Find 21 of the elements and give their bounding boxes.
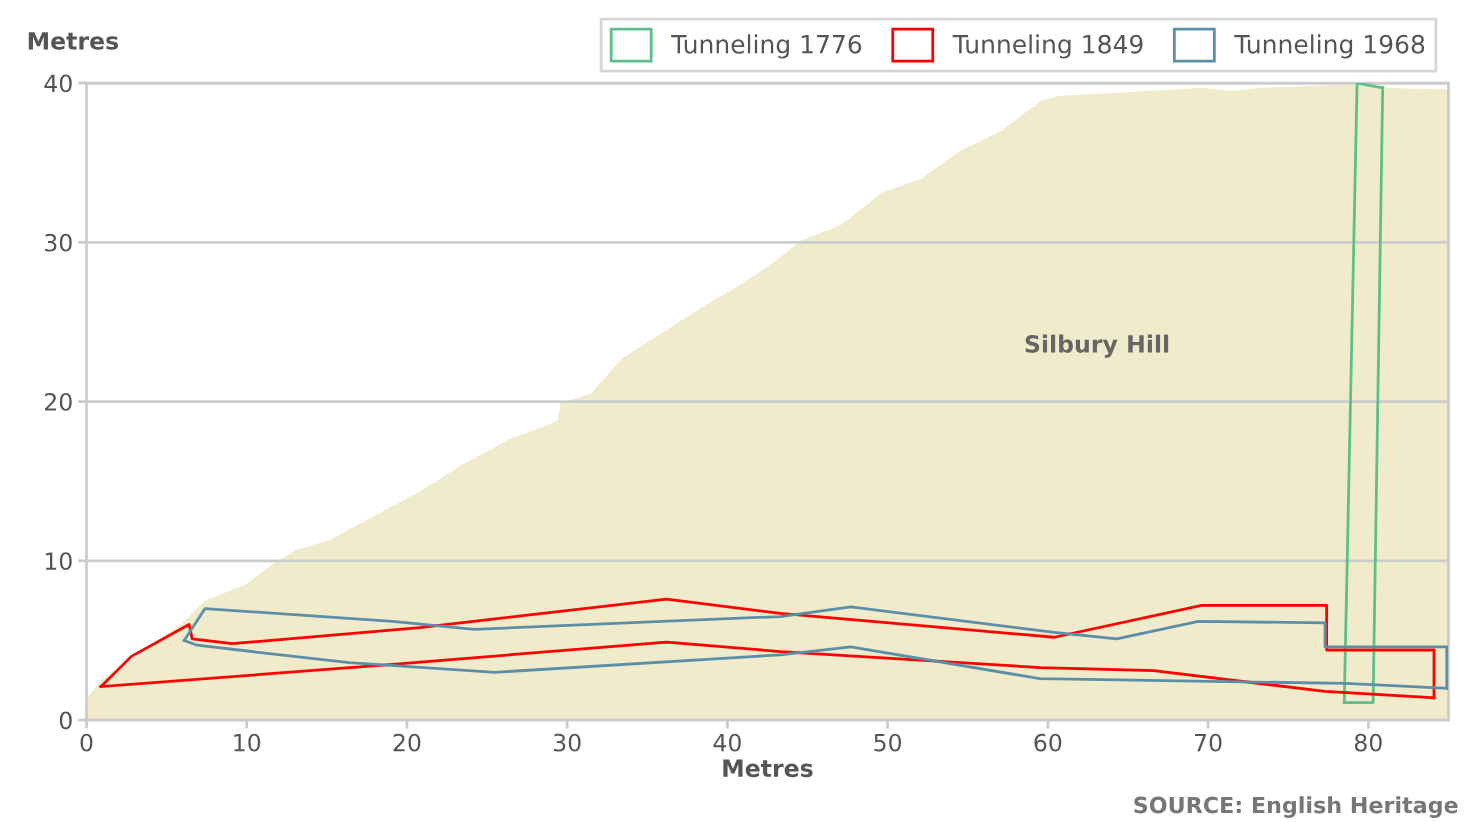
y-tick-label: 40 [44,74,72,93]
y-tick-label: 30 [45,233,72,252]
x-tick-label: 50 [874,733,902,752]
source-note: SOURCE: English Heritage [1134,796,1458,818]
x-tick-label: 60 [1034,733,1062,752]
legend-label: Tunneling 1776 [671,34,862,59]
x-tick-label: 80 [1354,733,1382,752]
annotation: Silbury Hill [1025,334,1169,358]
y-tick-label: 0 [59,711,72,730]
x-tick-label: 30 [553,733,581,752]
legend-label: Tunneling 1849 [952,34,1143,59]
legend-label: Tunneling 1968 [1234,34,1425,59]
y-tick-label: 10 [45,552,72,571]
y-axis-title: Metres [28,32,119,50]
x-tick-label: 20 [393,733,421,752]
x-axis-title: Metres [723,759,813,778]
x-tick-label: 0 [80,733,93,752]
x-tick-label: 10 [234,733,261,752]
x-tick-label: 40 [713,733,741,752]
y-tick-label: 20 [44,392,72,411]
x-tick-label: 70 [1194,733,1222,752]
